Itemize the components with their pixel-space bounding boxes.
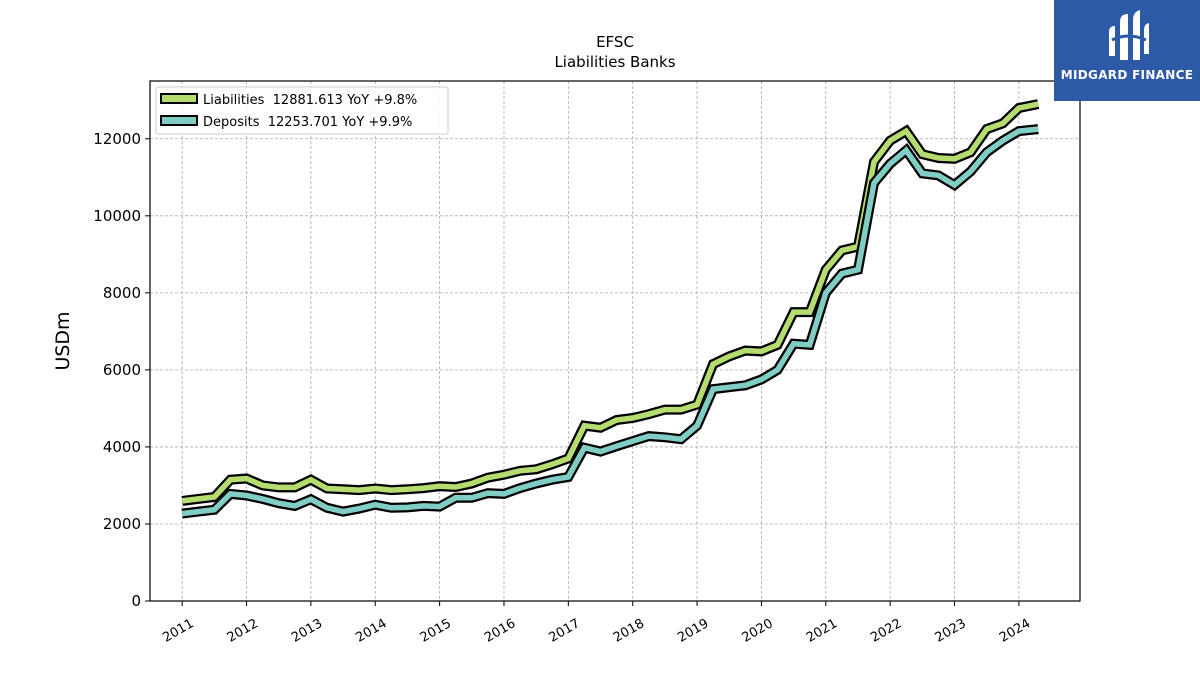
series-layer bbox=[181, 99, 1040, 519]
x-tick-label: 2019 bbox=[675, 616, 711, 646]
plot-frame bbox=[149, 80, 1081, 602]
midgard-finance-logo: MIDGARD FINANCE bbox=[1054, 0, 1200, 101]
x-tick-label: 2016 bbox=[482, 616, 518, 646]
x-tick-label: 2023 bbox=[933, 616, 969, 646]
x-axis: 2011 2012 2013 2014 2015 2016 2017 2018 2019 2020… bbox=[160, 601, 1033, 646]
y-tick-label: 0 bbox=[131, 592, 141, 610]
x-tick-label: 2021 bbox=[804, 616, 840, 646]
legend-label-deposits: Deposits 12253.701 YoY +9.9% bbox=[203, 115, 412, 130]
x-tick-label: 2017 bbox=[547, 616, 583, 646]
x-tick-label: 2018 bbox=[611, 616, 647, 646]
legend-box bbox=[155, 86, 449, 135]
y-tick-label: 6000 bbox=[103, 361, 141, 379]
legend-swatch-liabilities bbox=[160, 93, 198, 104]
y-tick-label: 12000 bbox=[93, 130, 141, 148]
chart-title: EFSC bbox=[596, 33, 634, 51]
y-axis-label: USDm bbox=[52, 311, 74, 370]
series-line-deposits bbox=[181, 126, 1039, 517]
y-tick-label: 8000 bbox=[103, 284, 141, 302]
legend-label-liabilities: Liabilities 12881.613 YoY +9.8% bbox=[203, 93, 417, 108]
logo-brand-text: MIDGARD FINANCE bbox=[1060, 68, 1194, 82]
legend-swatch-deposits bbox=[160, 115, 198, 126]
x-tick-label: 2012 bbox=[225, 616, 261, 646]
chart-subtitle: Liabilities Banks bbox=[554, 53, 675, 71]
legend: Liabilities 12881.613 YoY +9.8% Deposits… bbox=[155, 86, 449, 135]
series-line-liabilities bbox=[181, 101, 1039, 504]
y-tick-label: 10000 bbox=[93, 207, 141, 225]
x-tick-label: 2014 bbox=[353, 616, 389, 646]
y-tick-label: 4000 bbox=[103, 438, 141, 456]
x-tick-label: 2024 bbox=[997, 616, 1033, 646]
logo-mark-icon bbox=[1109, 10, 1149, 60]
x-tick-label: 2013 bbox=[289, 616, 325, 646]
y-tick-label: 2000 bbox=[103, 515, 141, 533]
x-tick-label: 2011 bbox=[160, 616, 196, 646]
x-tick-label: 2022 bbox=[868, 616, 904, 646]
x-tick-label: 2015 bbox=[418, 616, 454, 646]
x-tick-label: 2020 bbox=[740, 616, 776, 646]
y-axis: 0 2000 4000 6000 8000 10000 12000 bbox=[93, 130, 150, 610]
